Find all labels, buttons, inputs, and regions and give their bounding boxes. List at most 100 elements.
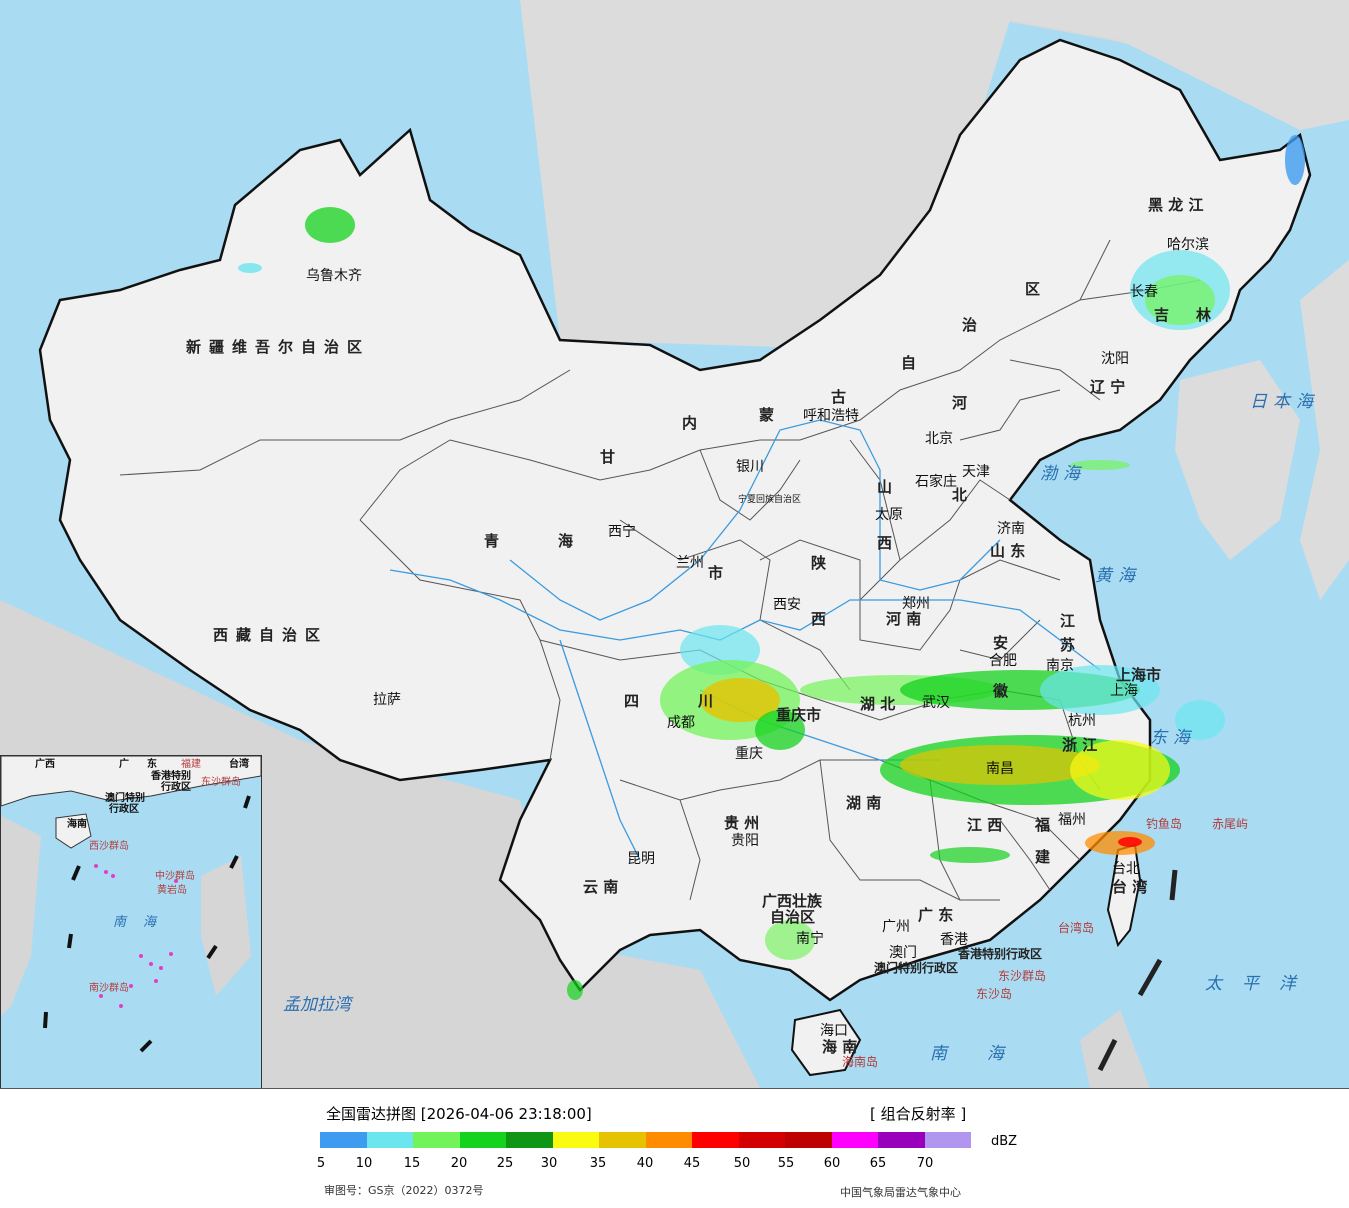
label-macau-region: 澳门特别行政区 [874,961,959,975]
label-guangxi-2: 自治区 [770,908,816,926]
city-chongqing: 重庆 [735,746,763,762]
label-guangdong: 广 东 [918,906,954,924]
city-hangzhou: 杭州 [1068,713,1096,729]
city-haikou: 海口 [820,1023,848,1039]
city-beijing: 北京 [925,431,953,447]
label-neimeng-3: 古 [831,388,847,406]
legend-tick-label: 65 [869,1156,887,1171]
hainan-land [790,1008,862,1077]
boundary-dashes [1097,869,1178,1072]
legend-swatch [924,1132,971,1148]
legend-swatch [785,1132,832,1148]
city-kunming: 昆明 [627,851,655,867]
legend-tick-label: 45 [683,1156,701,1171]
city-guiyang: 贵阳 [731,833,759,849]
label-sichuan-2: 川 [698,692,714,710]
label-hebei-2: 北 [952,486,968,504]
legend-swatch [738,1132,785,1148]
inset-label-guangxi: 广西 [35,759,55,770]
legend-tick-label: 25 [496,1156,514,1171]
island-hainan: 海南岛 [842,1055,879,1069]
city-chengdu: 成都 [667,715,695,731]
label-jilin-2: 林 [1196,306,1212,324]
legend-tick-label: 50 [733,1156,751,1171]
label-shanghai-shi: 上海市 [1116,666,1162,684]
label-shaanxi-1: 陕 [811,554,827,572]
label-taiwan: 台 湾 [1112,878,1148,896]
label-ningxia: 宁夏回族自治区 [738,495,802,505]
label-zhejiang: 浙 江 [1062,736,1098,754]
label-guangxi-1: 广西壮族 [762,892,823,910]
inset-land [1,756,261,807]
legend-tick-label: 60 [823,1156,841,1171]
label-jiangxi: 江 西 [967,816,1003,834]
legend-tick-label: 35 [589,1156,607,1171]
city-xining: 西宁 [608,524,636,540]
city-urumqi: 乌鲁木齐 [306,268,362,284]
label-shaanxi-2: 西 [811,610,827,628]
city-taipei: 台北 [1112,861,1140,877]
label-gansu: 甘 [600,448,616,466]
city-wuhan: 武汉 [922,695,950,711]
label-yunnan: 云 南 [583,878,619,896]
city-taiyuan: 太原 [875,507,903,523]
neighbor-land-philippines [1080,1010,1150,1088]
legend-swatch [413,1132,460,1148]
radar-map[interactable]: 新疆维吾尔自治区 西藏自治区 青 海 甘 内 蒙 古 自 治 区 黑 龙 江 吉… [0,0,1349,1089]
city-hefei: 合肥 [989,653,1017,669]
city-guangzhou: 广州 [882,919,910,935]
south-china-sea-inset: 广西 广 东 福建 台湾 香港特别 行政区 澳门特别 行政区 东沙群岛 海南 西… [0,755,262,1088]
legend-tick-label: 20 [450,1156,468,1171]
label-heilongjiang: 黑 龙 江 [1148,196,1204,214]
inset-label-zhongsha: 中沙群岛 [155,871,195,882]
legend-swatch [599,1132,646,1148]
legend-swatch [878,1132,925,1148]
legend-panel: 全国雷达拼图 [2026-04-06 23:18:00] [ 组合反射率 ] d… [0,1089,1349,1208]
inset-label-hk2: 行政区 [161,782,191,793]
legend-swatch [459,1132,506,1148]
island-chiwei: 赤尾屿 [1212,817,1249,831]
neighbor-land-indochina [540,940,760,1088]
sea-pacific: 太平洋 [1205,974,1316,994]
city-jinan: 济南 [997,521,1025,537]
sea-bohai: 渤海 [1040,464,1086,484]
label-lanzhou-shi: 市 [708,564,724,582]
inset-canvas [1,756,261,1053]
label-shanxi-2: 西 [877,534,893,552]
legend-tick-label: 5 [316,1156,326,1171]
inset-label-hk: 香港特别 [151,771,191,782]
label-neimeng-1: 内 [682,414,698,432]
label-anhui-2: 徽 [993,682,1009,700]
province-borders [119,239,1201,901]
label-fujian-2: 建 [1035,848,1051,866]
inset-philippines [201,856,251,996]
inset-label-mc2: 行政区 [109,804,139,815]
city-lanzhou: 兰州 [676,555,704,571]
label-hk-region: 香港特别行政区 [958,947,1043,961]
city-fuzhou: 福州 [1058,812,1086,828]
island-dongsha: 东沙岛 [976,987,1013,1001]
legend-swatch [645,1132,692,1148]
city-shenyang: 沈阳 [1101,351,1129,367]
label-hainan: 海 南 [822,1038,858,1056]
label-fujian-1: 福 [1035,816,1051,834]
legend-tick-label: 70 [916,1156,934,1171]
label-hunan: 湖 南 [846,794,882,812]
inset-label-hainan: 海南 [67,819,87,830]
legend-tick-label: 30 [540,1156,558,1171]
sea-bengal: 孟加拉湾 [283,995,351,1015]
city-changchun: 长春 [1130,284,1158,300]
inset-label-macau: 澳门特别 [105,793,145,804]
label-guizhou: 贵 州 [724,814,760,832]
legend-color-bar [320,1132,971,1148]
island-taiwan: 台湾岛 [1058,921,1095,935]
label-liaoning: 辽 宁 [1090,378,1126,396]
city-zhengzhou: 郑州 [902,596,930,612]
inset-islands [94,864,178,1008]
label-shandong: 山 东 [990,542,1026,560]
label-neimeng-5: 治 [962,316,978,334]
inset-label-dongsha: 东沙群岛 [201,777,241,788]
label-jiangsu-1: 江 [1060,612,1076,630]
inset-label-xisha: 西沙群岛 [89,841,129,852]
label-neimeng-4: 自 [901,354,917,372]
